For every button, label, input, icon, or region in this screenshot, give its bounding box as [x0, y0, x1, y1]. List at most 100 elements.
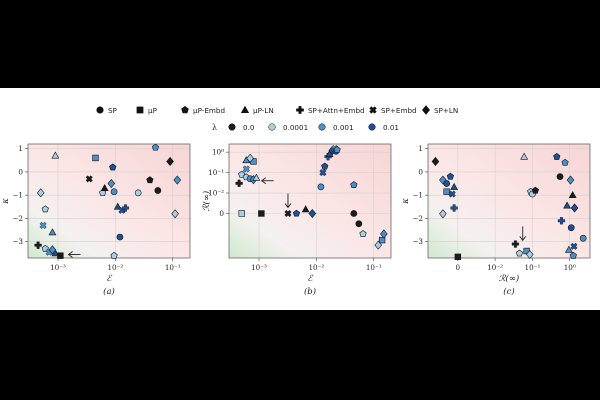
annotation-arrow-icon — [519, 226, 527, 242]
data-point-circle — [350, 210, 358, 217]
panel-c: 0 10⁻² 10⁻¹ 10⁰ 1 0 −1 −2 −3 ℛ(∞) κ (c) — [401, 143, 591, 297]
x-tick-label: 10⁻¹ — [165, 263, 181, 272]
y-axis-label: ℛ(∞) — [201, 191, 212, 212]
panel-caption: (c) — [503, 286, 514, 297]
data-point-cross — [242, 165, 250, 173]
data-point-diamond — [439, 209, 447, 219]
data-point-cross — [284, 209, 292, 218]
data-point-pentagon — [561, 158, 569, 166]
data-point-pentagon — [515, 249, 524, 257]
legend-marker-cross-icon — [369, 106, 377, 114]
data-point-pentagon — [292, 209, 301, 217]
legend-lambda-title: λ — [212, 123, 217, 132]
y-tick-label: 1 — [418, 144, 423, 153]
y-tick-label: −3 — [412, 237, 423, 246]
legend-marker-square-icon — [136, 106, 144, 114]
data-point-diamond — [36, 188, 45, 198]
data-point-pentagon — [321, 162, 329, 170]
data-point-square — [92, 154, 99, 162]
legend-item-triangle: μP-LN — [240, 105, 274, 115]
x-tick-label: 10⁻¹ — [525, 263, 541, 272]
legend-lambda-item: 0.0 — [228, 123, 255, 132]
data-point-plus — [121, 204, 130, 212]
figure-canvas: SP μP μP-Embd μP-LN SP+Attn+Embd SP+Embd SP+LN… — [1, 105, 591, 297]
data-point-diamond — [173, 175, 182, 185]
panel-b: 10⁻³ 10⁻² 10⁻¹ 10⁰ 10⁻¹ 10⁻² 0 ℰ ℛ(∞) (b) — [201, 143, 392, 297]
data-point-pentagon — [151, 143, 160, 151]
data-point-triangle — [100, 184, 109, 192]
y-tick-label: −1 — [412, 191, 423, 200]
legend-lambda-swatch — [368, 123, 376, 131]
data-point-pentagon — [333, 146, 341, 153]
data-point-circle — [134, 189, 142, 197]
x-tick-label: 10⁻² — [308, 263, 324, 272]
data-point-square — [238, 210, 245, 217]
data-point-square — [454, 253, 462, 261]
y-axis-label: κ — [1, 198, 11, 205]
data-point-circle — [116, 233, 124, 241]
data-point-triangle — [564, 245, 573, 253]
plot-frame — [228, 143, 392, 259]
panel-caption: (a) — [103, 286, 115, 297]
data-point-cross — [570, 242, 578, 250]
legend-lambda-item: 0.01 — [368, 123, 399, 132]
data-point-triangle — [48, 228, 57, 236]
data-point-square — [443, 188, 450, 195]
data-point-plus — [511, 240, 520, 248]
x-tick-label: 10⁻² — [487, 263, 503, 272]
legend: SP μP μP-Embd μP-LN SP+Attn+Embd SP+Embd SP+LN… — [96, 105, 458, 132]
legend-lambda-swatch — [268, 123, 276, 131]
legend-lambda-label: 0.0 — [243, 123, 255, 132]
data-point-circle — [317, 183, 325, 191]
data-point-circle — [355, 220, 363, 228]
y-tick-label: 0 — [219, 209, 224, 218]
data-point-pentagon — [531, 186, 539, 194]
legend-marker-pentagon-icon — [181, 106, 189, 114]
legend-item-square: μP — [136, 106, 158, 115]
legend-label: μP — [148, 106, 158, 115]
data-point-circle — [556, 173, 564, 180]
data-point-plus — [450, 204, 458, 212]
data-point-cross — [39, 221, 47, 229]
legend-lambda-label: 0.01 — [383, 123, 399, 132]
figure: SP μP μP-Embd μP-LN SP+Attn+Embd SP+Embd SP+LN… — [0, 88, 600, 310]
annotation-arrow-icon — [260, 177, 274, 185]
plot-frame — [427, 143, 591, 259]
x-axis-label: ℰ — [307, 274, 313, 284]
x-axis-label: ℛ(∞) — [499, 273, 520, 284]
data-point-circle — [443, 180, 451, 187]
legend-marker-triangle-icon — [240, 105, 250, 114]
plot-background — [28, 144, 190, 258]
data-point-triangle — [301, 205, 310, 213]
data-point-pentagon — [109, 163, 117, 171]
data-point-pentagon — [569, 251, 577, 259]
data-point-diamond — [525, 249, 534, 260]
y-axis-label: κ — [401, 198, 411, 205]
data-point-triangle — [252, 173, 261, 181]
data-point-cross — [448, 190, 456, 198]
data-point-diamond — [566, 175, 575, 185]
data-point-diamond — [107, 179, 116, 189]
legend-label: μP-LN — [253, 106, 274, 115]
data-point-diamond — [246, 153, 254, 163]
x-tick-label: 10⁻¹ — [366, 263, 382, 272]
y-tick-label: 0 — [418, 167, 423, 176]
data-point-circle — [567, 224, 575, 232]
y-tick-label: −2 — [412, 214, 423, 223]
legend-label: SP — [108, 106, 118, 115]
legend-item-plus: SP+Attn+Embd — [296, 106, 365, 115]
panel-a: 10⁻³ 10⁻² 10⁻¹ 1 0 −1 −2 −3 ℰκ (a) — [1, 143, 191, 297]
y-tick-label: 10⁻¹ — [208, 168, 224, 177]
data-point-diamond — [171, 209, 179, 219]
data-point-diamond — [431, 156, 440, 166]
legend-lambda-item: 0.0001 — [268, 123, 308, 132]
data-point-cross — [85, 175, 93, 183]
data-point-diamond — [48, 245, 57, 255]
legend-label: μP-Embd — [193, 106, 225, 115]
data-point-pentagon — [146, 176, 154, 184]
y-tick-label: 1 — [18, 144, 23, 153]
legend-marker-circle-icon — [96, 106, 104, 114]
data-point-plus — [34, 241, 42, 249]
data-point-circle — [579, 234, 587, 242]
x-tick-label: 0 — [456, 263, 461, 272]
